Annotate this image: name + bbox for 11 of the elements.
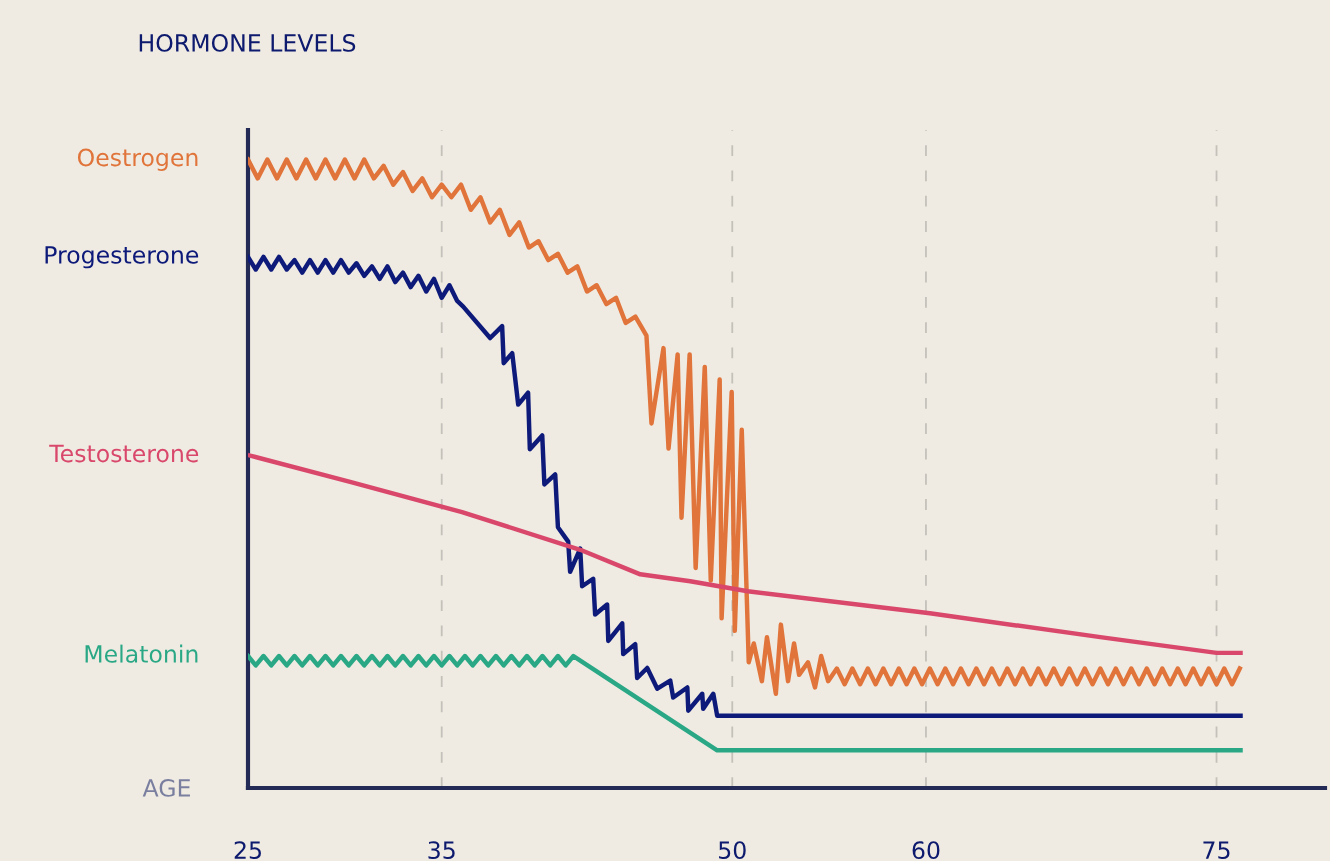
x-tick-label: 50 xyxy=(719,841,746,860)
x-axis-title: AGE xyxy=(142,778,190,797)
y-axis-title: HORMONE LEVELS xyxy=(139,33,356,52)
x-tick-label: 60 xyxy=(912,841,940,860)
x-tick-label: 35 xyxy=(428,841,455,860)
x-tick-label: 25 xyxy=(234,841,261,860)
text: Testosterone xyxy=(49,444,199,463)
text: Oestrogen xyxy=(77,148,198,171)
text: Progesterone xyxy=(45,246,199,269)
text: Melatonin xyxy=(85,644,198,663)
x-tick-label: 75 xyxy=(1203,841,1230,860)
